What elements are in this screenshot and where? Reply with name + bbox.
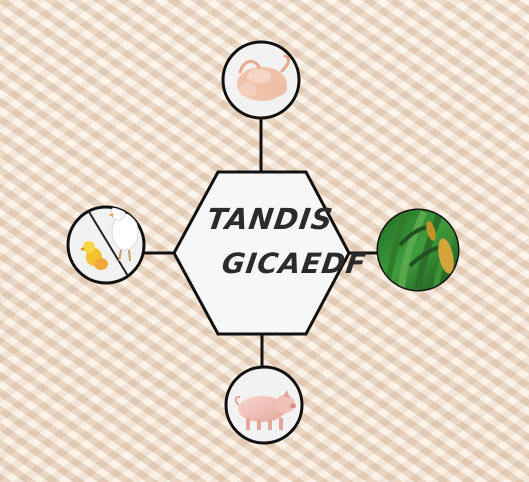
connector-lines	[144, 118, 378, 366]
node-left	[66, 205, 146, 285]
chicken-and-chick-icon	[80, 207, 139, 282]
center-hexagon	[172, 170, 351, 336]
node-bottom	[224, 365, 304, 445]
pig-icon	[234, 390, 296, 430]
node-right	[376, 208, 460, 292]
corn-field-icon	[378, 210, 458, 290]
node-top	[221, 40, 301, 120]
chicken-meat-icon	[237, 54, 291, 101]
